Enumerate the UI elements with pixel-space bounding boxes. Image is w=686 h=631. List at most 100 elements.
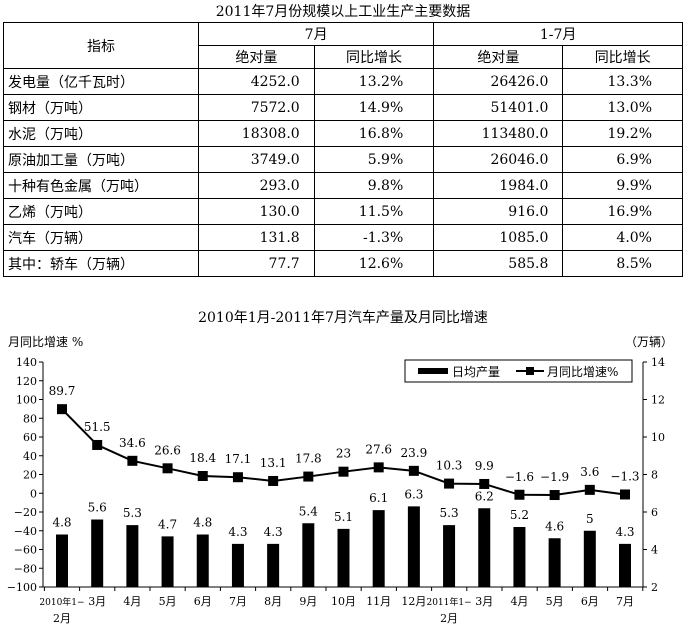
bar-label: 5.2 <box>510 508 529 522</box>
line-marker <box>92 439 103 450</box>
cum-yoy: 9.9% <box>562 172 683 199</box>
line-label: 17.1 <box>225 452 252 466</box>
chart: 月同比增速 % （万辆） 140 120 100 80 60 40 20 0 −20 −40 −60 −8… <box>7 335 673 625</box>
cum-yoy: 4.0% <box>562 224 683 251</box>
bar <box>478 508 491 587</box>
bar-label: 4.7 <box>158 517 177 531</box>
left-tick-label: 80 <box>23 412 37 425</box>
left-tick-label: 60 <box>23 431 37 444</box>
bar <box>337 528 350 587</box>
cum-yoy: 19.2% <box>562 120 683 147</box>
bar-label: 6.3 <box>404 487 423 501</box>
table-row: 汽车（万辆） 131.8 -1.3% 1085.0 4.0% <box>3 224 683 251</box>
bar-label: 5 <box>586 512 594 526</box>
bar-label: 5.3 <box>123 506 142 520</box>
right-tick-label: 8 <box>651 469 658 482</box>
x-tick-label: 10月 <box>331 595 356 608</box>
right-axis-label: （万辆） <box>625 335 673 349</box>
bar <box>372 510 385 587</box>
bar-label: 5.1 <box>334 510 353 524</box>
header-indicator: 指标 <box>3 22 199 69</box>
header-july: 7月 <box>197 22 435 46</box>
left-tick-label: −40 <box>14 525 37 538</box>
bar-label: 4.8 <box>52 516 71 530</box>
table-row: 其中：轿车（万辆） 77.7 12.6% 585.8 8.5% <box>3 250 683 277</box>
cum-abs: 585.8 <box>433 250 564 277</box>
right-tick-label: 4 <box>651 544 658 557</box>
line-marker <box>268 475 279 486</box>
july-yoy: 14.9% <box>313 94 435 121</box>
cum-yoy: 13.3% <box>562 68 683 95</box>
x-tick-label: 4月 <box>510 595 528 608</box>
legend-bar-swatch <box>418 368 448 374</box>
line-label: 34.6 <box>119 436 146 450</box>
line-marker <box>57 404 67 415</box>
x-tick-label: 2月 <box>440 612 458 625</box>
cum-abs: 1984.0 <box>433 172 564 199</box>
x-tick-label: 8月 <box>264 595 282 608</box>
x-tick-label: 7月 <box>616 595 634 608</box>
july-yoy: 12.6% <box>313 250 435 277</box>
right-tick-label: 2 <box>651 581 658 594</box>
bar-label: 4.3 <box>264 525 283 539</box>
table-row: 水泥（万吨） 18308.0 16.8% 113480.0 19.2% <box>3 120 683 147</box>
line-label: −1.6 <box>505 470 534 484</box>
bar <box>548 538 561 587</box>
line-marker <box>549 490 560 501</box>
line-label: −1.9 <box>540 470 569 484</box>
row-label: 发电量（亿千瓦时） <box>3 68 199 95</box>
left-axis-label: 月同比增速 % <box>8 335 83 349</box>
bar <box>91 519 104 587</box>
line-marker <box>232 472 243 483</box>
july-yoy: 5.9% <box>313 146 435 173</box>
left-tick-label: 40 <box>23 450 37 463</box>
line-label: 17.8 <box>295 452 322 466</box>
row-label: 水泥（万吨） <box>3 120 199 147</box>
x-tick-label: 2月 <box>53 612 71 625</box>
legend-line-label: 月同比增速% <box>547 365 618 379</box>
bar-label: 4.3 <box>228 525 247 539</box>
line-label: 23 <box>336 447 351 461</box>
line-marker <box>197 471 208 481</box>
bar-label: 5.3 <box>440 506 459 520</box>
july-yoy: 11.5% <box>313 198 435 225</box>
table-row: 发电量（亿千瓦时） 4252.0 13.2% 26426.0 13.3% <box>3 68 683 95</box>
line-marker <box>584 484 595 495</box>
table-row: 乙烯（万吨） 130.0 11.5% 916.0 16.9% <box>3 198 683 225</box>
left-tick-label: −60 <box>14 544 37 557</box>
x-tick-label: 11月 <box>366 595 391 608</box>
july-abs: 130.0 <box>198 198 315 225</box>
left-tick-label: 120 <box>16 375 37 388</box>
july-yoy: 13.2% <box>313 68 435 95</box>
x-tick-label: 12月 <box>401 595 426 608</box>
cum-abs: 916.0 <box>433 198 564 225</box>
line-label: −1.3 <box>610 469 639 483</box>
left-tick-label: 140 <box>16 356 37 369</box>
left-tick-label: 20 <box>23 469 37 482</box>
july-yoy: -1.3% <box>313 224 435 251</box>
x-tick-label: 7月 <box>229 595 247 608</box>
bar <box>196 534 209 587</box>
line-marker <box>373 462 384 473</box>
july-abs: 18308.0 <box>198 120 315 147</box>
line-marker <box>479 478 490 489</box>
july-abs: 7572.0 <box>198 94 315 121</box>
bar <box>231 543 244 587</box>
legend-line-marker <box>526 367 534 375</box>
line-label: 51.5 <box>84 420 111 434</box>
cum-abs: 51401.0 <box>433 94 564 121</box>
bar <box>302 523 315 587</box>
bar-label: 5.4 <box>299 504 318 518</box>
july-abs: 3749.0 <box>198 146 315 173</box>
july-abs: 131.8 <box>198 224 315 251</box>
x-tick-label: 6月 <box>194 595 212 608</box>
bar <box>56 534 68 587</box>
cum-yoy: 16.9% <box>562 198 683 225</box>
x-tick-label: 5月 <box>546 595 564 608</box>
left-tick-label: −20 <box>14 506 37 519</box>
right-tick-label: 10 <box>651 431 665 444</box>
left-tick-label: 100 <box>16 394 37 407</box>
line-label: 3.6 <box>580 465 599 479</box>
cum-yoy: 6.9% <box>562 146 683 173</box>
july-abs: 293.0 <box>198 172 315 199</box>
